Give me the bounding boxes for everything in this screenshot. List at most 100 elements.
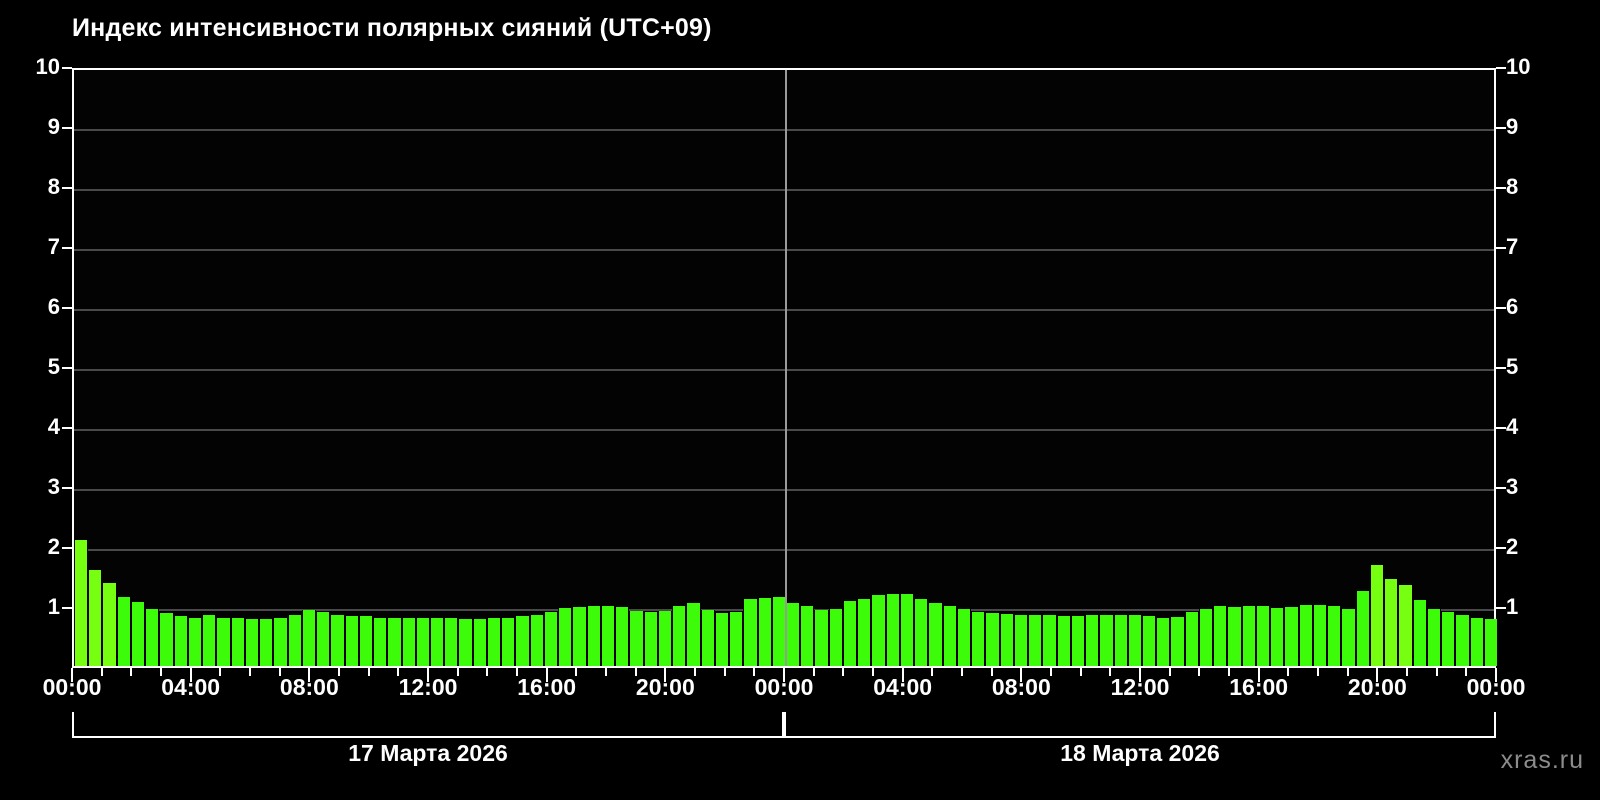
x-axis-major-tick [189,668,192,682]
bar [558,607,573,666]
bar [1412,600,1427,666]
y-axis-tick-left-10 [62,67,72,69]
bar [1298,604,1313,666]
y-axis-label-left-7: 7 [47,234,60,259]
bar [316,612,331,666]
bar [914,598,929,666]
x-axis-major-tick [901,668,904,682]
bar [1455,615,1470,666]
x-axis-label-6: 00:00 [754,674,814,700]
x-axis-minor-tick [1109,668,1112,676]
bar [1213,606,1228,666]
chart-title: Индекс интенсивности полярных сияний (UT… [72,14,712,42]
y-axis-tick-left-4 [62,427,72,429]
bar [287,615,302,666]
x-axis-major-tick [1020,668,1023,682]
x-axis-minor-tick [338,668,340,676]
gridline-5 [74,369,1494,371]
x-axis-major-tick [545,668,548,682]
x-axis-label-1: 04:00 [161,674,221,700]
bar [1056,616,1071,666]
y-axis-label-left-3: 3 [47,474,60,499]
x-axis-minor-tick [842,668,845,676]
bar [344,616,359,666]
bar [885,594,900,666]
y-axis-tick-left-2 [62,547,72,549]
y-axis-label-left-8: 8 [47,174,60,199]
bar [88,570,103,666]
y-axis-label-left-2: 2 [47,534,60,559]
bar [800,606,815,666]
gridline-7 [74,249,1494,251]
gridline-3 [74,489,1494,491]
bar [187,618,203,666]
bar [814,610,829,666]
day-bracket-1 [784,712,1496,738]
bar [444,618,459,666]
bar [1441,612,1456,666]
x-axis-label-10: 16:00 [1229,674,1289,700]
bar [202,615,217,666]
bar [1469,618,1484,666]
bar [230,618,245,666]
y-axis-tick-left-1 [62,607,72,609]
bar [643,612,658,666]
y-axis-tick-left-8 [62,187,72,189]
bar [899,594,915,666]
y-axis-label-left-6: 6 [47,294,60,319]
x-axis-label-2: 08:00 [279,674,339,700]
bar [74,540,89,666]
bar [501,618,516,666]
x-axis-minor-tick [872,668,874,676]
bar [401,618,416,666]
y-axis-label-right-5: 5 [1506,354,1519,379]
y-axis-tick-left-7 [62,247,72,249]
bar [273,618,288,666]
x-axis-minor-tick [694,668,696,676]
x-axis-label-7: 04:00 [873,674,933,700]
y-axis-tick-left-5 [62,367,72,369]
day-separator-line [785,70,787,666]
y-axis-tick-right-8 [1496,187,1506,189]
x-axis-minor-tick [249,668,251,676]
x-axis-major-tick [1495,668,1497,682]
bar [572,607,587,666]
bar [1255,606,1271,666]
bar [771,597,786,666]
y-axis-tick-right-6 [1496,307,1506,309]
x-axis-minor-tick [367,668,370,676]
y-axis-label-right-4: 4 [1506,414,1519,439]
watermark: xras.ru [1500,746,1584,774]
bar [486,618,502,666]
bar [1369,565,1385,666]
bar [714,613,730,666]
y-axis-label-right-3: 3 [1506,474,1519,499]
bar [700,610,715,666]
y-axis-label-right-6: 6 [1506,294,1519,319]
bar [216,618,231,666]
x-axis-minor-tick [1317,668,1319,676]
bar [244,619,260,666]
y-axis-label-right-9: 9 [1506,114,1519,139]
bar [373,618,388,666]
x-axis-minor-tick [812,668,815,676]
day-bracket-0 [72,712,784,738]
x-axis-minor-tick [753,668,756,676]
y-axis-tick-right-10 [1496,67,1506,69]
y-axis-tick-left-9 [62,127,72,129]
x-axis-label-12: 00:00 [1466,674,1526,700]
bar [1156,618,1171,666]
y-axis-label-left-1: 1 [47,594,60,619]
bar [657,610,673,666]
bar [842,601,858,666]
bar [600,606,616,666]
bar [686,603,701,666]
x-axis-minor-tick [1079,668,1082,676]
bar [999,613,1014,666]
bar [1341,609,1356,666]
x-axis-label-9: 12:00 [1110,674,1170,700]
bar [387,618,402,666]
bar [1042,615,1057,666]
y-axis-label-right-7: 7 [1506,234,1519,259]
